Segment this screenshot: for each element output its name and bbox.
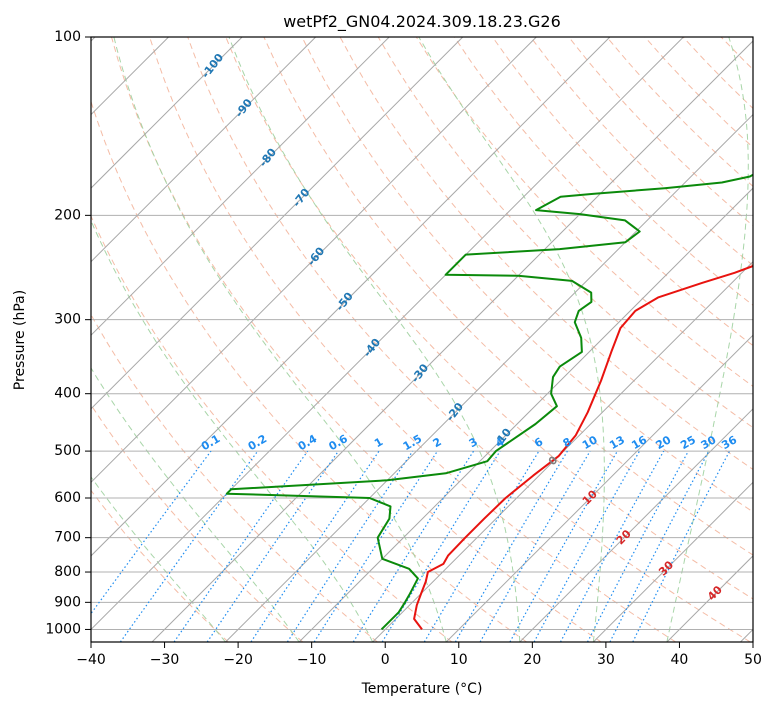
grid-layer	[91, 37, 753, 642]
isotherm-line	[298, 187, 753, 642]
moist-adiabat	[228, 37, 521, 642]
x-tick-label: 40	[671, 652, 689, 668]
mixing-ratio-line	[250, 450, 380, 642]
dry-adiabat	[149, 37, 676, 642]
dry-adiabat	[339, 37, 753, 471]
mixing-ratio-line	[509, 450, 618, 642]
moist-adiabat	[113, 37, 447, 642]
dry-adiabat	[91, 403, 304, 642]
dewpoint-line	[225, 173, 753, 631]
x-tick-label: 0	[381, 652, 390, 668]
dry-adiabat	[263, 37, 753, 556]
mixing-ratio-line	[91, 450, 212, 615]
x-axis-title: Temperature (°C)	[361, 681, 483, 697]
x-tick-label: −20	[223, 652, 253, 668]
mixing-ratio-line	[632, 450, 731, 642]
isotherm-line	[592, 481, 753, 642]
plot-frame	[90, 36, 754, 643]
y-tick-label: 500	[54, 443, 81, 459]
y-tick-label: 300	[54, 312, 81, 328]
mixing-ratio-line	[381, 450, 501, 642]
mixing-ratio-line	[533, 450, 641, 642]
temperature-line	[413, 264, 753, 631]
isotherm-line	[91, 37, 537, 484]
series-layer	[225, 173, 753, 631]
isotherm-line	[519, 408, 753, 642]
y-tick-label: 700	[54, 530, 81, 546]
mixing-ratio-line	[286, 450, 414, 642]
isotherm-line	[225, 113, 753, 642]
mixing-ratio-line	[119, 450, 259, 642]
x-tick-label: 30	[597, 652, 615, 668]
dry-adiabat	[91, 313, 378, 642]
x-tick-label: 50	[744, 652, 762, 668]
x-tick-label: −40	[76, 652, 106, 668]
dry-adiabat	[415, 37, 753, 387]
x-tick-label: −30	[150, 652, 180, 668]
y-tick-label: 200	[54, 207, 81, 223]
isotherm-line	[91, 37, 317, 263]
moist-adiabat	[666, 37, 749, 642]
mixing-ratio-line	[559, 450, 665, 642]
x-tick-label: 10	[450, 652, 468, 668]
y-tick-label: 800	[54, 564, 81, 580]
axis-layer: −40 −30 −20 −10 0 10 20 30 40 50 100 200 300 400 500 60…	[45, 29, 762, 668]
y-tick-label: 100	[54, 29, 81, 45]
moist-adiabat	[91, 476, 226, 642]
dry-adiabat	[301, 37, 753, 513]
dry-adiabat	[111, 37, 602, 642]
mixing-ratio-line	[313, 450, 438, 642]
y-tick-label: 900	[54, 594, 81, 610]
isotherm-line	[91, 37, 611, 557]
dry-adiabat	[492, 37, 753, 306]
dry-adiabat	[91, 489, 229, 642]
y-tick-label: 600	[54, 490, 81, 506]
y-tick-label: 400	[54, 386, 81, 402]
x-tick-label: 20	[523, 652, 541, 668]
dry-adiabat	[453, 37, 753, 347]
isotherm-line	[91, 37, 243, 189]
chart-title: wetPf2_GN04.2024.309.18.23.G26	[283, 12, 561, 32]
moist-adiabat	[91, 219, 374, 642]
x-tick-label: −10	[297, 652, 327, 668]
isotherm-line	[91, 37, 684, 631]
dry-adiabat	[91, 99, 527, 642]
isotherm-line	[445, 334, 753, 642]
dry-adiabat	[225, 37, 753, 600]
isotherm-line	[91, 37, 464, 410]
mixing-ratio-line	[206, 450, 339, 642]
isotherm-line	[91, 37, 390, 336]
isotherm-line	[372, 260, 753, 642]
y-tick-label: 1000	[45, 621, 81, 637]
y-axis-title: Pressure (hPa)	[12, 290, 28, 390]
mixing-ratio-line	[352, 450, 475, 642]
mixing-ratio-line	[173, 450, 309, 642]
isotherm-line	[151, 40, 753, 642]
moist-adiabat	[91, 367, 300, 642]
